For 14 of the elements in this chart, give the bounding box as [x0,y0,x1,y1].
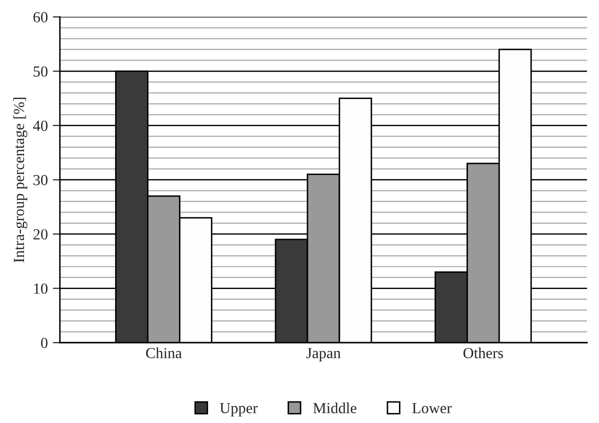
y-tick-label: 40 [33,120,48,131]
y-axis-title: Intra-group percentage [%] [13,98,28,262]
x-tick-label: Others [463,347,504,358]
y-tick-label: 0 [41,338,48,348]
y-tick-label: 30 [34,174,48,186]
legend-label: Upper [220,403,258,416]
legend-label: Middle [313,402,356,414]
x-tick-label: Japan [306,348,341,362]
y-tick-label: 60 [33,12,48,22]
legend-label: Lower [412,403,452,414]
x-tick-label: China [146,347,182,358]
y-tick-label: 10 [34,283,48,294]
y-tick-label: 20 [33,229,48,240]
y-tick-label: 50 [34,66,48,77]
